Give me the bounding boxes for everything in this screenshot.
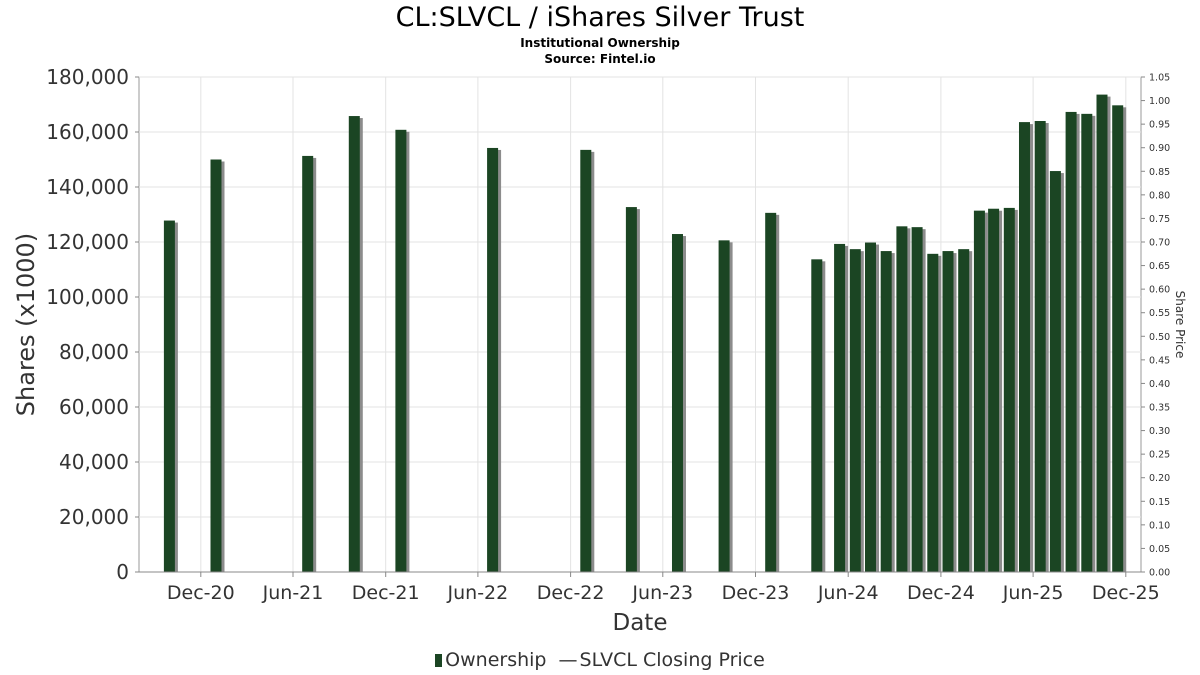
ownership-bar bbox=[1018, 122, 1030, 572]
x-tick-label: Jun-21 bbox=[262, 582, 324, 604]
y-tick-label: 80,000 bbox=[59, 340, 129, 364]
chart-legend: Ownership — SLVCL Closing Price bbox=[0, 648, 1200, 671]
ownership-bar bbox=[210, 159, 222, 572]
ownership-bar bbox=[348, 116, 360, 573]
y-tick-label: 140,000 bbox=[46, 175, 129, 199]
ownership-bar bbox=[942, 251, 954, 572]
y2-tick-label: 0.25 bbox=[1149, 450, 1170, 461]
y2-tick-label: 1.05 bbox=[1149, 73, 1170, 84]
y2-tick-label: 0.40 bbox=[1149, 379, 1170, 390]
legend-line-swatch: — bbox=[558, 648, 578, 671]
ownership-chart: 0 20,000 40,000 60,000 80,000 100,000 120,000 1… bbox=[12, 65, 1187, 636]
y2-tick-label: 0.45 bbox=[1149, 355, 1170, 366]
ownership-bar bbox=[395, 129, 407, 573]
ownership-bar bbox=[1049, 171, 1061, 573]
y2-axis-title: Share Price bbox=[1173, 291, 1187, 359]
y2-tick-label: 0.65 bbox=[1149, 261, 1170, 272]
y2-tick-label: 0.00 bbox=[1149, 568, 1170, 579]
y2-tick-label: 0.80 bbox=[1149, 190, 1170, 201]
y-tick-label: 60,000 bbox=[59, 395, 129, 419]
y-tick-label: 20,000 bbox=[59, 505, 129, 529]
ownership-bar bbox=[671, 234, 683, 572]
x-tick-label: Dec-23 bbox=[722, 582, 790, 604]
x-axis-title: Date bbox=[613, 610, 668, 636]
y2-tick-label: 0.60 bbox=[1149, 285, 1170, 296]
y2-tick-label: 1.00 bbox=[1149, 96, 1170, 107]
y2-tick-label: 0.30 bbox=[1149, 426, 1170, 437]
ownership-bar bbox=[580, 149, 592, 572]
ownership-bar bbox=[880, 251, 892, 572]
y2-tick-label: 0.35 bbox=[1149, 403, 1170, 414]
y2-tick-label: 0.15 bbox=[1149, 497, 1170, 508]
ownership-bar bbox=[302, 155, 314, 573]
ownership-bar bbox=[896, 226, 908, 572]
legend-label-closing-price: SLVCL Closing Price bbox=[579, 648, 765, 671]
y2-tick-label: 0.75 bbox=[1149, 214, 1170, 225]
ownership-bar bbox=[718, 240, 730, 572]
ownership-bar bbox=[1065, 111, 1077, 573]
ownership-bar bbox=[625, 207, 637, 572]
y2-tick-label: 0.95 bbox=[1149, 120, 1170, 131]
y2-tick-label: 0.10 bbox=[1149, 520, 1170, 531]
ownership-bar bbox=[958, 249, 970, 572]
ownership-bar bbox=[1081, 113, 1093, 572]
y-tick-label: 0 bbox=[116, 560, 129, 584]
legend-label-ownership: Ownership bbox=[445, 648, 547, 671]
y2-tick-label: 0.70 bbox=[1149, 238, 1170, 249]
ownership-bar bbox=[864, 242, 876, 573]
ownership-bar bbox=[1112, 105, 1124, 572]
legend-bar-swatch bbox=[435, 653, 443, 667]
y-tick-label: 180,000 bbox=[46, 65, 129, 89]
ownership-bar bbox=[765, 212, 777, 572]
y-tick-label: 160,000 bbox=[46, 120, 129, 144]
chart-subtitle-source: Source: Fintel.io bbox=[544, 52, 656, 66]
x-tick-label: Dec-21 bbox=[352, 582, 420, 604]
y2-tick-label: 0.90 bbox=[1149, 143, 1170, 154]
ownership-bar bbox=[163, 220, 175, 573]
x-tick-label: Jun-22 bbox=[447, 582, 509, 604]
y2-tick-label: 0.55 bbox=[1149, 308, 1170, 319]
ownership-bar bbox=[834, 243, 846, 573]
legend-item-ownership: Ownership bbox=[435, 649, 546, 671]
chart-title: CL:SLVCL / iShares Silver Trust bbox=[395, 2, 805, 33]
ownership-bar bbox=[1096, 94, 1108, 572]
ownership-bar bbox=[1034, 121, 1046, 572]
y2-tick-label: 0.05 bbox=[1149, 544, 1170, 555]
x-tick-label: Jun-25 bbox=[1002, 582, 1064, 604]
ownership-bar bbox=[849, 249, 861, 572]
ownership-bar bbox=[911, 227, 923, 572]
y2-tick-label: 0.20 bbox=[1149, 473, 1170, 484]
chart-subtitle-ownership: Institutional Ownership bbox=[520, 36, 680, 50]
y2-tick-label: 0.85 bbox=[1149, 167, 1170, 178]
x-tick-label: Dec-22 bbox=[537, 582, 605, 604]
y-tick-label: 120,000 bbox=[46, 230, 129, 254]
y-tick-label: 40,000 bbox=[59, 450, 129, 474]
x-tick-label: Jun-23 bbox=[631, 582, 693, 604]
y-axis-title: Shares (x1000) bbox=[12, 233, 40, 416]
ownership-bar bbox=[1003, 207, 1015, 572]
ownership-bar bbox=[811, 259, 823, 572]
legend-item-closing-price: — SLVCL Closing Price bbox=[553, 649, 765, 671]
y-tick-label: 100,000 bbox=[46, 285, 129, 309]
x-tick-label: Dec-20 bbox=[167, 582, 235, 604]
x-tick-label: Jun-24 bbox=[817, 582, 879, 604]
x-tick-label: Dec-24 bbox=[907, 582, 975, 604]
ownership-bar bbox=[988, 208, 1000, 572]
ownership-bar bbox=[927, 253, 939, 572]
x-tick-label: Dec-25 bbox=[1092, 582, 1160, 604]
ownership-bar bbox=[973, 210, 985, 572]
y2-tick-label: 0.50 bbox=[1149, 332, 1170, 343]
ownership-bar bbox=[487, 147, 499, 572]
